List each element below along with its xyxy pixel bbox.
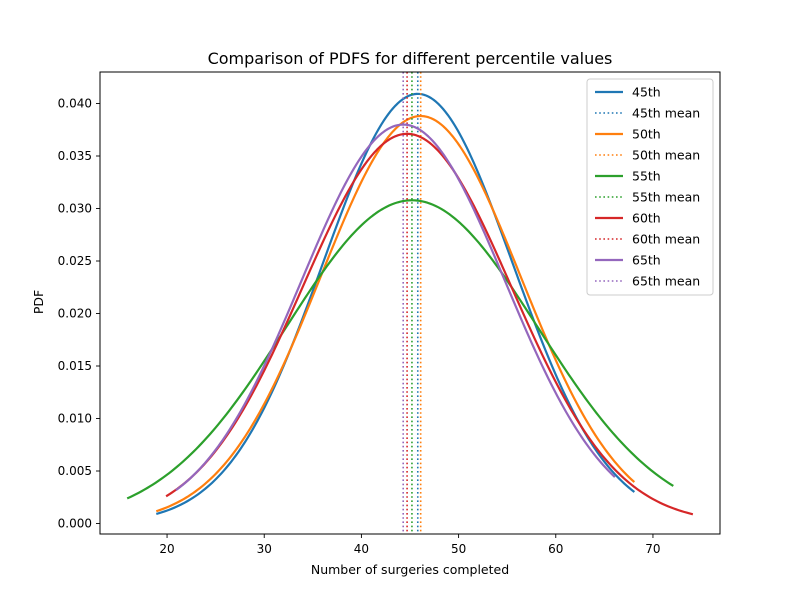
y-tick-label: 0.015	[58, 359, 92, 373]
x-tick-label: 70	[645, 542, 660, 556]
y-tick-label: 0.010	[58, 412, 92, 426]
y-tick-label: 0.025	[58, 254, 92, 268]
legend-label-55th: 55th	[632, 169, 661, 184]
x-tick-label: 50	[451, 542, 466, 556]
series-line-50th	[155, 114, 636, 513]
x-tick-label: 40	[354, 542, 369, 556]
series-line-60th	[165, 132, 694, 516]
legend-label-60th: 60th	[632, 211, 661, 226]
x-tick-label: 20	[159, 542, 174, 556]
x-axis-label: Number of surgeries completed	[311, 562, 509, 577]
y-tick-label: 0.030	[58, 202, 92, 216]
x-tick-label: 60	[548, 542, 563, 556]
y-tick-label: 0.000	[58, 517, 92, 531]
y-tick-label: 0.020	[58, 307, 92, 321]
y-axis: 0.000 0.005 0.010 0.015 0.020 0.025 0.030 0.035…	[58, 97, 100, 531]
y-tick-label: 0.040	[58, 97, 92, 111]
series-line-65th	[175, 123, 616, 492]
y-axis-label: PDF	[31, 290, 46, 314]
legend-label-45th-mean: 45th mean	[632, 106, 700, 121]
x-axis: 20 30 40 50 60 70	[159, 534, 661, 556]
y-tick-label: 0.035	[58, 149, 92, 163]
legend-label-50th: 50th	[632, 127, 661, 142]
legend-label-55th-mean: 55th mean	[632, 190, 700, 205]
series-group	[126, 72, 694, 534]
legend-label-50th-mean: 50th mean	[632, 148, 700, 163]
legend-label-65th: 65th	[632, 253, 661, 268]
series-line-45th	[155, 92, 636, 516]
x-tick-label: 30	[257, 542, 272, 556]
legend-label-65th-mean: 65th mean	[632, 274, 700, 289]
legend-label-45th: 45th	[632, 85, 661, 100]
series-line-55th	[126, 199, 674, 500]
plot-area	[99, 71, 721, 535]
y-tick-label: 0.005	[58, 464, 92, 478]
chart-title: Comparison of PDFS for different percent…	[208, 49, 613, 68]
legend: 45th 45th mean 50th 50th mean 55th 55th mean 6…	[586, 78, 714, 296]
legend-label-60th-mean: 60th mean	[632, 232, 700, 247]
plot-frame	[99, 71, 721, 535]
